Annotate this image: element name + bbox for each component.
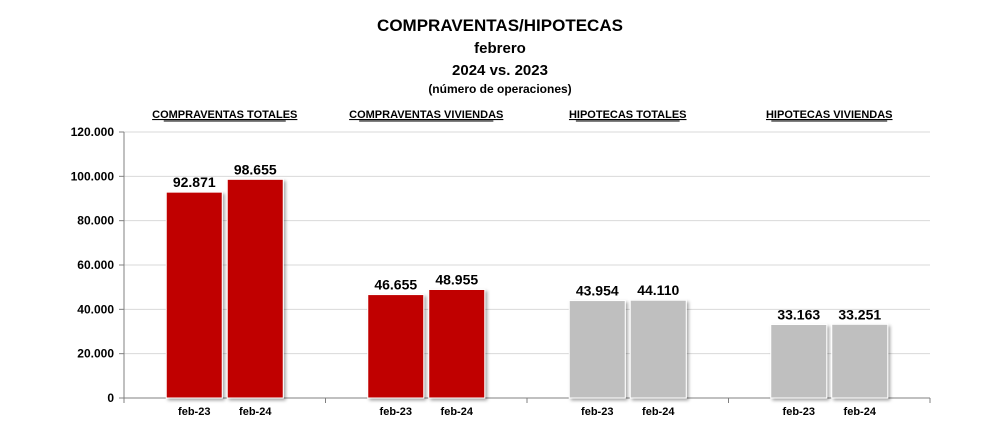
data-label: 98.655 [234, 161, 277, 177]
category-label: feb-24 [844, 406, 877, 418]
y-tick-label: 40.000 [77, 302, 114, 316]
category-label: feb-23 [783, 406, 815, 418]
data-label: 33.163 [777, 306, 820, 322]
y-tick-label: 20.000 [77, 347, 114, 361]
category-label: feb-23 [581, 406, 613, 418]
bar [770, 323, 828, 399]
bar [428, 288, 486, 399]
bar [165, 191, 223, 399]
category-label: feb-24 [239, 406, 272, 418]
bar [629, 299, 687, 399]
bar [568, 300, 626, 399]
y-tick-label: 120.000 [71, 125, 115, 139]
chart-title: COMPRAVENTAS/HIPOTECAS [377, 16, 623, 35]
data-labels: 92.871 98.655 46.655 48.955 43.954 44.110 33.1… [173, 161, 882, 322]
bars [165, 178, 889, 399]
group-label: COMPRAVENTAS TOTALES [152, 109, 297, 121]
x-axis-category-labels: feb-23 feb-24 feb-23 feb-24 feb-23 feb-24 feb-… [178, 406, 877, 418]
category-label: feb-23 [178, 406, 210, 418]
data-label: 44.110 [637, 282, 679, 298]
y-tick-label: 80.000 [77, 214, 114, 228]
data-label: 92.871 [173, 174, 216, 190]
data-label: 43.954 [576, 283, 619, 299]
chart-subtitle-unit: (número de operaciones) [428, 82, 571, 96]
data-label: 33.251 [838, 306, 881, 322]
group-label: HIPOTECAS TOTALES [569, 109, 687, 121]
chart-subtitle-years: 2024 vs. 2023 [452, 62, 548, 79]
bar [831, 323, 889, 399]
chart-titles: COMPRAVENTAS/HIPOTECAS febrero 2024 vs. … [377, 16, 623, 96]
bar [226, 178, 284, 399]
chart-subtitle-month: febrero [474, 40, 526, 57]
group-label: COMPRAVENTAS VIVIENDAS [349, 109, 503, 121]
data-label: 48.955 [435, 271, 478, 287]
y-tick-label: 100.000 [71, 169, 115, 183]
y-tick-label: 0 [107, 391, 114, 405]
group-labels: COMPRAVENTAS TOTALES COMPRAVENTAS VIVIEND… [152, 109, 893, 122]
y-tick-label: 60.000 [77, 258, 114, 272]
category-label: feb-23 [380, 406, 412, 418]
category-label: feb-24 [441, 406, 474, 418]
bar [367, 294, 425, 399]
y-axis-tick-labels: 0 20.000 40.000 60.000 80.000 100.000 120.000 [71, 125, 115, 405]
category-label: feb-24 [642, 406, 675, 418]
data-label: 46.655 [374, 277, 417, 293]
group-label: HIPOTECAS VIVIENDAS [766, 109, 893, 121]
